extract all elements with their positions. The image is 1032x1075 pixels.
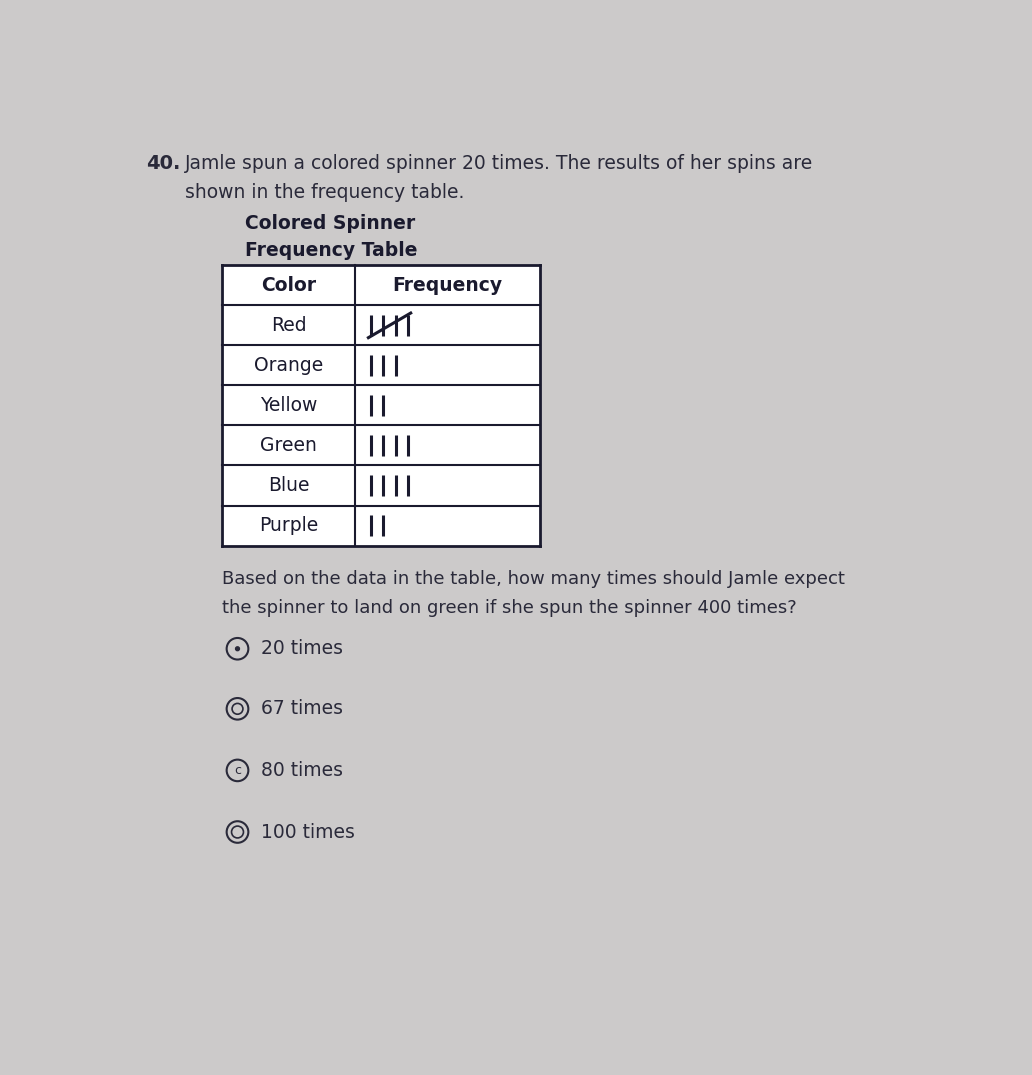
- Text: 80 times: 80 times: [261, 761, 343, 779]
- Text: 20 times: 20 times: [261, 640, 343, 658]
- Text: Green: Green: [260, 436, 317, 455]
- Text: 67 times: 67 times: [261, 700, 343, 718]
- Text: c: c: [234, 764, 241, 777]
- Text: Based on the data in the table, how many times should Jamle expect: Based on the data in the table, how many…: [222, 570, 845, 588]
- Circle shape: [235, 647, 239, 650]
- Text: 100 times: 100 times: [261, 822, 355, 842]
- Text: Frequency Table: Frequency Table: [246, 241, 418, 260]
- Text: Blue: Blue: [268, 476, 310, 495]
- Text: 40.: 40.: [147, 155, 181, 173]
- Text: Purple: Purple: [259, 516, 318, 535]
- Text: Yellow: Yellow: [260, 396, 318, 415]
- Text: Frequency: Frequency: [392, 276, 503, 295]
- Text: shown in the frequency table.: shown in the frequency table.: [185, 183, 464, 202]
- Text: Colored Spinner: Colored Spinner: [246, 214, 416, 232]
- Text: Orange: Orange: [254, 356, 323, 375]
- Text: Color: Color: [261, 276, 316, 295]
- Text: Jamle spun a colored spinner 20 times. The results of her spins are: Jamle spun a colored spinner 20 times. T…: [185, 155, 813, 173]
- FancyBboxPatch shape: [222, 266, 540, 546]
- Text: Red: Red: [271, 316, 307, 334]
- Text: the spinner to land on green if she spun the spinner 400 times?: the spinner to land on green if she spun…: [222, 600, 797, 617]
